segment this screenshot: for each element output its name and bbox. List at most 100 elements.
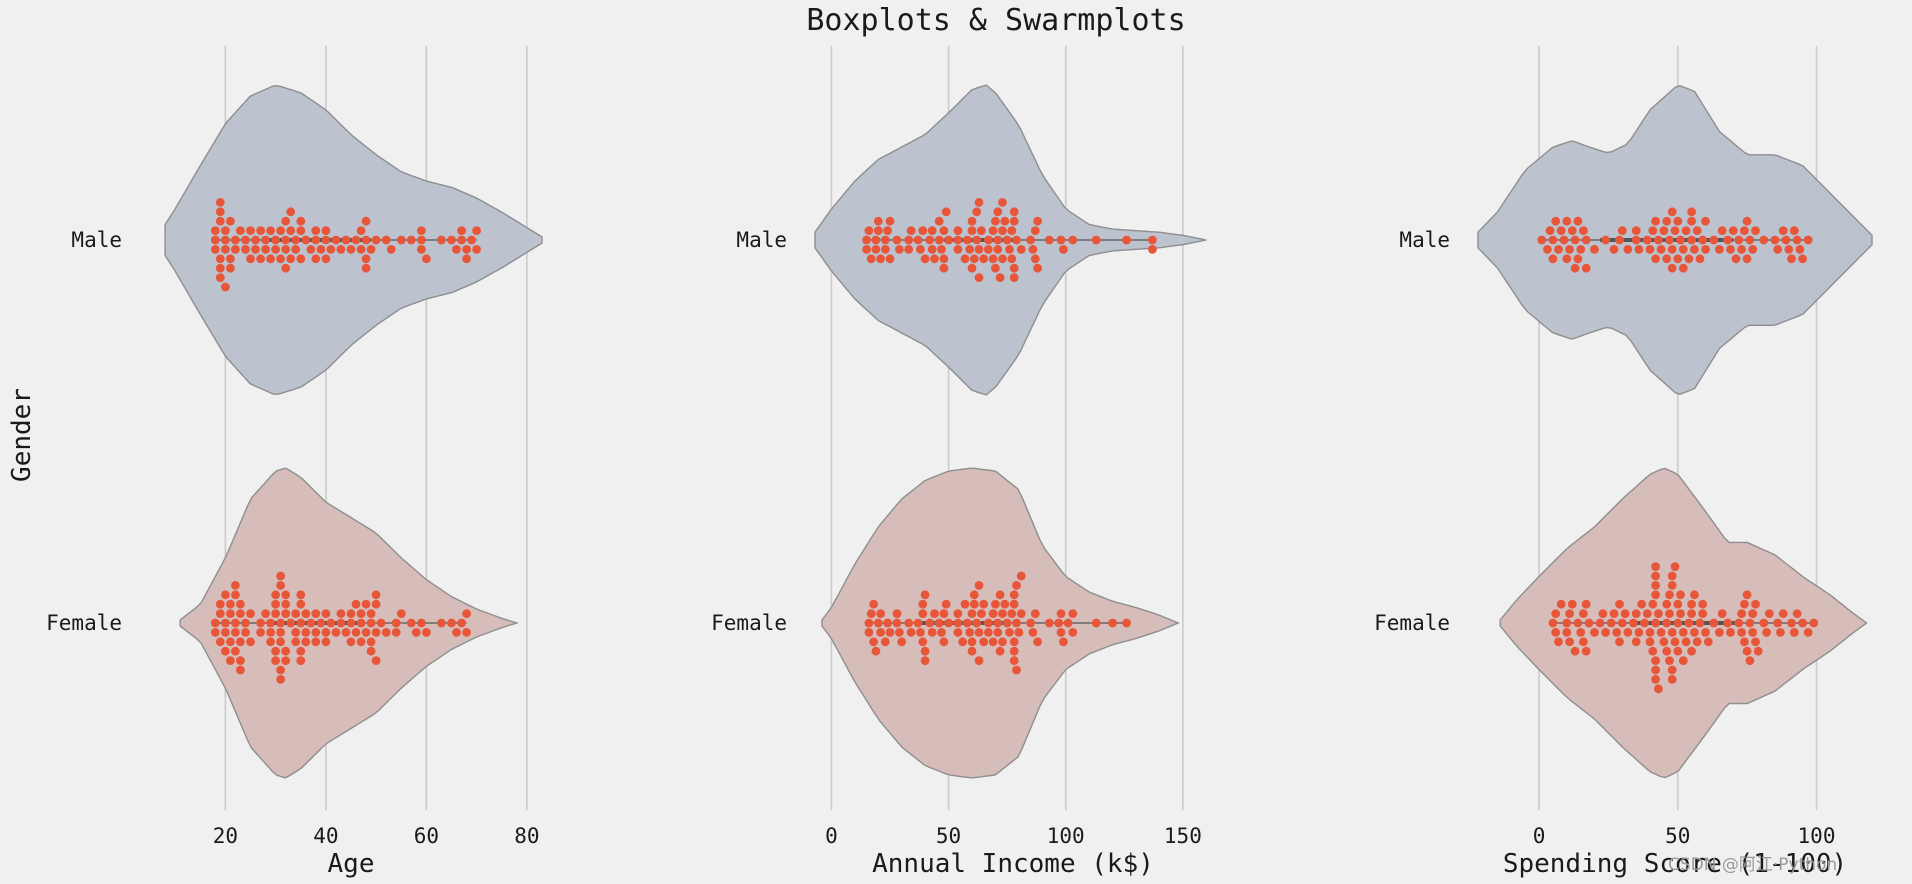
swarm-point: [927, 628, 937, 637]
swarm-point: [1740, 637, 1749, 647]
swarm-point: [411, 628, 421, 637]
swarm-point: [876, 609, 885, 618]
swarm-point: [236, 599, 245, 609]
swarm-point: [1012, 581, 1021, 590]
swarm-point: [1654, 609, 1663, 618]
swarm-point: [988, 226, 998, 236]
swarm-point: [241, 245, 250, 254]
swarm-point: [321, 254, 331, 264]
swarm-point: [974, 628, 984, 637]
swarm-point: [937, 245, 946, 254]
swarm-point: [1778, 609, 1788, 618]
swarm-point: [1091, 618, 1101, 628]
swarm-point: [1751, 637, 1760, 647]
swarm-point: [869, 637, 878, 647]
swarm-point: [1543, 245, 1552, 254]
swarm-point: [871, 235, 881, 245]
swarm-point: [1579, 609, 1588, 618]
swarm-point: [953, 226, 963, 236]
swarm-point: [1645, 628, 1655, 637]
swarm-point: [998, 198, 1007, 207]
swarm-point: [371, 656, 381, 665]
swarm-point: [271, 235, 280, 245]
swarm-point: [1562, 216, 1572, 226]
swarm-point: [1667, 675, 1677, 684]
swarm-point: [1690, 245, 1699, 254]
swarm-point: [1091, 235, 1101, 245]
swarm-point: [1648, 646, 1658, 656]
swarm-point: [321, 637, 331, 647]
swarm-point: [246, 254, 255, 264]
swarm-point: [361, 216, 371, 226]
swarm-point: [1565, 245, 1574, 254]
swarm-point: [215, 216, 225, 226]
swarm-point: [920, 656, 930, 665]
swarm-point: [1748, 245, 1758, 254]
swarm-point: [885, 628, 895, 637]
swarm-point: [969, 590, 979, 600]
swarm-point: [1581, 263, 1591, 273]
swarm-point: [1615, 599, 1624, 609]
swarm-point: [271, 590, 280, 600]
swarm-point: [941, 599, 951, 609]
swarm-point: [1063, 618, 1073, 628]
swarm-point: [1654, 235, 1663, 245]
swarm-point: [1612, 628, 1622, 637]
swarm-point: [1726, 628, 1735, 637]
swarm-point: [1631, 235, 1641, 245]
swarm-point: [993, 618, 1003, 628]
swarm-point: [1651, 656, 1660, 665]
swarm-point: [953, 245, 963, 254]
swarm-point: [301, 637, 311, 647]
swarm-point: [1059, 245, 1068, 254]
swarm-point: [246, 637, 255, 647]
swarm-point: [1548, 618, 1558, 628]
swarm-point: [984, 628, 993, 637]
swarm-point: [396, 235, 406, 245]
swarm-point: [1009, 207, 1019, 217]
swarm-point: [1581, 646, 1591, 656]
swarm-point: [895, 245, 904, 254]
x-tick-label: 100: [1798, 824, 1836, 848]
swarm-point: [1684, 254, 1694, 264]
swarm-point: [991, 599, 1000, 609]
swarm-point: [1698, 609, 1708, 618]
swarm-point: [1798, 254, 1807, 264]
swarm-point: [422, 254, 431, 264]
swarm-point: [967, 637, 977, 647]
swarm-point: [326, 245, 336, 254]
swarm-point: [215, 254, 225, 264]
swarm-point: [215, 599, 225, 609]
swarm-point: [281, 216, 291, 226]
swarm-point: [281, 609, 291, 618]
swarm-point: [1665, 656, 1674, 665]
swarm-point: [1678, 656, 1688, 665]
swarm-point: [1723, 235, 1733, 245]
swarm-point: [1551, 609, 1561, 618]
swarm-point: [221, 282, 230, 292]
swarm-point: [1565, 609, 1574, 618]
swarm-point: [281, 245, 291, 254]
swarm-point: [361, 254, 371, 264]
swarm-point: [1667, 665, 1677, 675]
swarm-point: [1762, 628, 1771, 637]
swarm-point: [1656, 628, 1666, 637]
swarm-point: [1056, 609, 1066, 618]
swarm-point: [939, 609, 949, 618]
swarm-point: [236, 637, 245, 647]
swarm-point: [291, 609, 301, 618]
swarm-point: [1665, 590, 1674, 600]
swarm-point: [261, 245, 270, 254]
swarm-point: [391, 618, 401, 628]
swarm-point: [1148, 245, 1157, 254]
swarm-point: [1601, 235, 1610, 245]
x-tick-label: 20: [213, 824, 238, 848]
swarm-point: [1009, 656, 1019, 665]
swarm-point: [1584, 618, 1594, 628]
x-tick-label: 0: [825, 824, 838, 848]
swarm-point: [1728, 226, 1738, 236]
swarm-point: [1778, 226, 1788, 236]
swarm-point: [236, 226, 245, 236]
swarm-point: [1044, 618, 1054, 628]
category-label-male: Male: [71, 228, 122, 252]
